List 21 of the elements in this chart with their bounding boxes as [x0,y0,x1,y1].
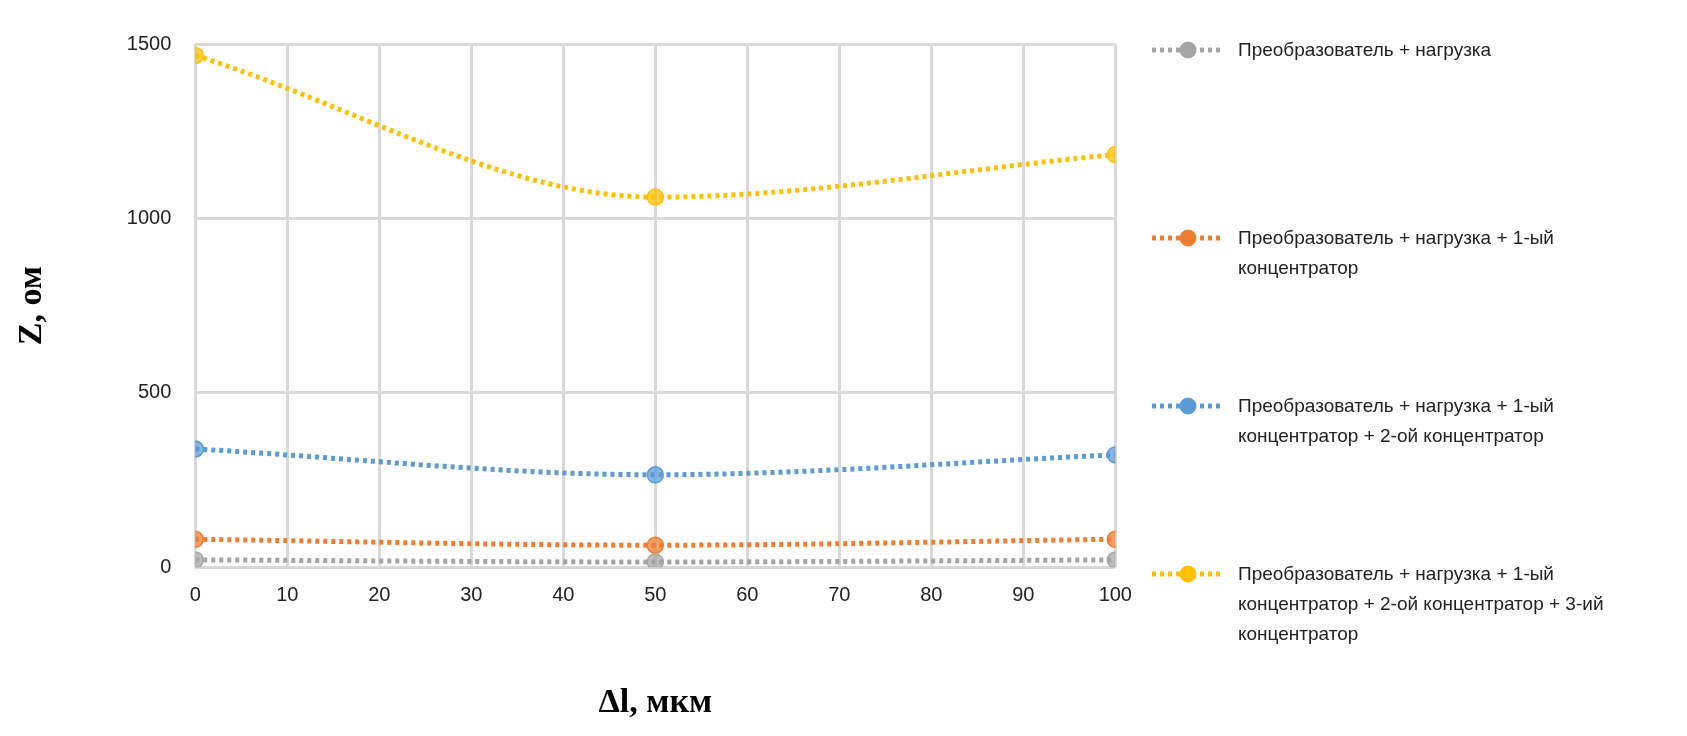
x-tick-label: 90 [1012,582,1035,605]
x-tick-label: 80 [920,582,943,605]
legend-label: Преобразователь + нагрузка + 1-ый концентратор [1238,226,1555,280]
x-tick-label: 0 [189,582,201,605]
x-tick-label: 20 [368,582,391,605]
y-axis-title: Z, ом [11,266,49,346]
legend-label: Преобразователь + нагрузка + 1-ый концентратор + 2-ой концентратор + 3-ий концентратор [1238,562,1605,646]
y-tick-label: 1000 [126,205,172,228]
legend-label: Преобразователь + нагрузка + 1-ый концентратор + 2-ой концентратор [1238,394,1555,448]
y-tick-label: 1500 [126,31,172,54]
x-tick-label: 50 [644,582,667,605]
x-axis-title: Δl, мкм [598,682,713,720]
y-tick-label: 0 [160,554,172,577]
x-tick-label: 70 [828,582,851,605]
x-tick-label: 10 [276,582,299,605]
y-tick-label: 500 [137,380,172,403]
x-tick-label: 40 [552,582,575,605]
x-tick-label: 100 [1098,582,1132,605]
x-tick-label: 60 [736,582,759,605]
x-tick-label: 30 [460,582,483,605]
legend-label: Преобразователь + нагрузка [1238,38,1492,62]
